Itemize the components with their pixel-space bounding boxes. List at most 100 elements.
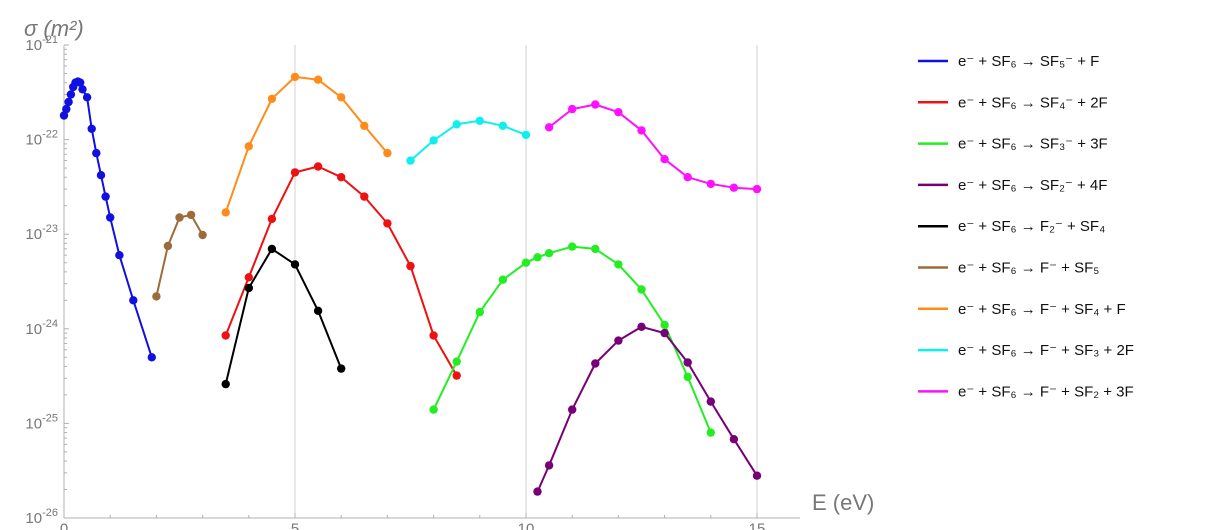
data-point [221, 208, 230, 217]
y-axis-title: σ (m²) [24, 16, 84, 41]
data-point [221, 379, 230, 389]
data-point [683, 173, 692, 182]
series-0 [59, 77, 156, 362]
legend-label: e⁻ + SF₆ → SF₄⁻ + 2F [958, 94, 1108, 111]
y-tick-label: 10-22 [25, 129, 58, 149]
data-point [313, 306, 323, 315]
x-axis-title: E (eV) [812, 490, 874, 515]
data-point [429, 331, 438, 340]
data-point [591, 244, 600, 254]
data-point [429, 405, 438, 414]
data-point [244, 142, 253, 151]
y-tick-exponent: -25 [42, 412, 58, 424]
data-point [729, 435, 739, 444]
data-point [533, 487, 542, 496]
data-point [82, 93, 92, 102]
data-point [78, 85, 87, 94]
data-point [660, 155, 669, 164]
series-line [224, 75, 389, 213]
data-point [706, 428, 715, 437]
legend-label: e⁻ + SF₆ → SF₂⁻ + 4F [958, 177, 1107, 194]
series-line [432, 245, 712, 433]
y-tick-exponent: -22 [42, 129, 58, 141]
data-point [452, 120, 461, 129]
data-point [383, 148, 392, 158]
y-tick-exponent: -23 [42, 223, 58, 235]
data-point [290, 72, 300, 82]
series-4 [221, 244, 346, 389]
data-point [544, 461, 554, 470]
data-point [313, 75, 323, 84]
data-point [62, 104, 71, 114]
data-point [64, 97, 73, 107]
series-6 [221, 72, 392, 217]
plot-series [59, 72, 762, 496]
data-point [533, 253, 542, 262]
data-point [521, 258, 531, 267]
tick-labels: 0 5 10 15 10-26 10-25 10-24 10-23 10-22 10-21 [25, 34, 765, 530]
data-point [568, 405, 577, 414]
series-line [224, 247, 343, 385]
data-point [337, 364, 346, 373]
series-2 [429, 242, 715, 437]
y-tick-exponent: -21 [42, 34, 58, 46]
y-tick-label: 10-24 [25, 318, 58, 338]
data-point [544, 123, 554, 132]
data-point [637, 126, 646, 135]
data-point [683, 358, 692, 367]
data-point [498, 275, 508, 284]
y-tick-label: 10-21 [25, 34, 58, 54]
data-point [96, 171, 106, 180]
y-tick-exponent: -26 [42, 507, 58, 519]
series-5 [152, 210, 207, 301]
data-point [752, 471, 762, 480]
data-point [267, 214, 277, 224]
data-point [59, 111, 69, 120]
series-1 [221, 162, 461, 380]
axes [63, 45, 800, 519]
y-tick-label: 10-26 [25, 507, 58, 527]
data-point [267, 94, 277, 104]
data-point [87, 124, 96, 133]
data-point [76, 78, 85, 87]
data-point [406, 261, 415, 271]
data-point [147, 353, 156, 362]
legend-label: e⁻ + SF₆ → F₂⁻ + SF₄ [958, 218, 1105, 235]
data-point [475, 307, 484, 317]
data-point [591, 100, 600, 109]
data-point [66, 90, 76, 99]
data-point [591, 359, 600, 368]
data-point [101, 192, 110, 201]
legend-label: e⁻ + SF₆ → F⁻ + SF₂ + 3F [958, 383, 1134, 400]
data-point [660, 328, 669, 338]
data-point [406, 156, 415, 165]
series-8 [544, 100, 762, 194]
legend: e⁻ + SF₆ → SF₅⁻ + F e⁻ + SF₆ → SF₄⁻ + 2F e… [918, 53, 1134, 400]
data-point [360, 192, 369, 201]
legend-label: e⁻ + SF₆ → SF₃⁻ + 3F [958, 136, 1108, 153]
series-line [548, 103, 758, 191]
data-point [163, 241, 173, 251]
data-point [337, 93, 346, 102]
grid-lines [63, 44, 758, 519]
data-point [637, 322, 646, 331]
data-point [429, 136, 438, 145]
data-point [186, 210, 196, 220]
data-point [614, 336, 623, 345]
series-7 [406, 116, 531, 165]
data-point [752, 184, 762, 194]
series-line [224, 165, 458, 377]
y-tick-label: 10-23 [25, 223, 58, 243]
data-point [475, 116, 484, 126]
data-point [152, 292, 161, 301]
data-point [360, 121, 369, 130]
legend-label: e⁻ + SF₆ → F⁻ + SF₄ + F [958, 301, 1126, 318]
data-point [706, 179, 715, 189]
legend-label: e⁻ + SF₆ → F⁻ + SF₃ + 2F [958, 342, 1134, 359]
data-point [129, 296, 138, 305]
data-point [198, 230, 207, 240]
data-point [267, 244, 277, 254]
data-point [568, 242, 577, 251]
data-point [313, 162, 323, 171]
